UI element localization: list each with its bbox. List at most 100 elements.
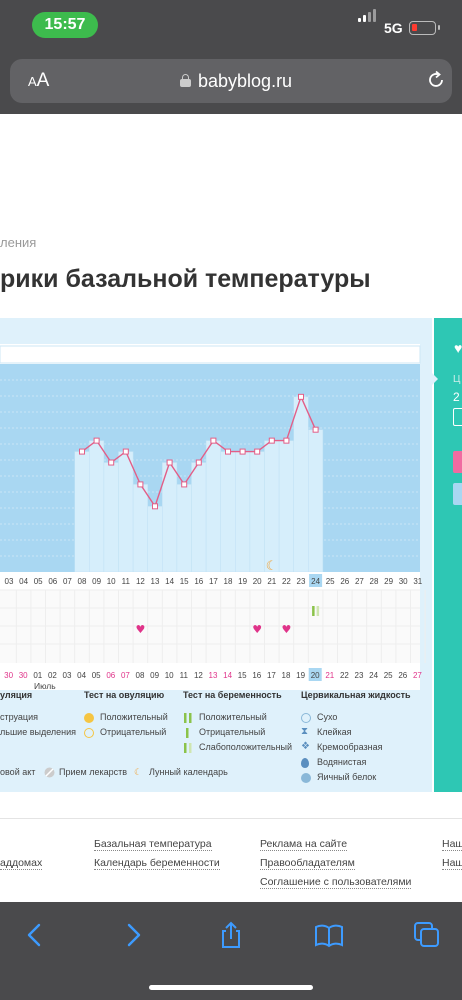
browser-header: AA babyblog.ru <box>0 50 462 114</box>
browser-toolbar <box>0 902 462 1000</box>
side-pink-button[interactable] <box>453 451 462 473</box>
x-tick-label: 03 <box>5 577 14 586</box>
bar <box>293 396 309 573</box>
footer-link[interactable]: Реклама на сайте <box>260 838 348 851</box>
legend-item: Водянистая <box>301 755 411 770</box>
data-point <box>181 481 188 488</box>
x-tick-label: 20 <box>253 577 262 586</box>
x-tick-label: 25 <box>326 577 335 586</box>
heart-icon: ♥ <box>252 623 262 636</box>
x-tick-label: 24 <box>311 577 320 586</box>
footer-link[interactable]: Базальная температура <box>94 838 212 851</box>
text-size-button[interactable]: AA <box>28 70 50 91</box>
lock-icon <box>180 74 191 87</box>
x-tick-label: 05 <box>34 577 43 586</box>
legend-title: Цервикальная жидкость <box>301 690 411 700</box>
moon-icon: ☾ <box>134 767 143 777</box>
data-point <box>239 448 246 455</box>
side-label: Ц <box>453 374 461 385</box>
cycle-day-label: 16 <box>252 671 261 680</box>
cycle-day-label: 04 <box>77 671 86 680</box>
bar <box>235 451 251 573</box>
x-tick-label: 31 <box>413 577 422 586</box>
x-tick-label: 12 <box>136 577 145 586</box>
cycle-day-label: 24 <box>369 671 378 680</box>
legend-item: ❖ Кремообразная <box>301 741 383 753</box>
footer-link[interactable]: Соглашение с пользователями <box>260 876 412 889</box>
cycle-day-label: 17 <box>267 671 276 680</box>
legend-item: Отрицательный <box>84 725 168 740</box>
cycle-day-label: 10 <box>165 671 174 680</box>
medicine-icon <box>44 767 55 780</box>
x-tick-label: 07 <box>63 577 72 586</box>
legend-title: уляция <box>0 690 33 700</box>
bar <box>89 440 105 573</box>
url-text[interactable]: babyblog.ru <box>198 71 293 91</box>
bar <box>220 451 236 573</box>
data-point <box>108 459 115 466</box>
x-tick-label: 26 <box>340 577 349 586</box>
x-tick-label: 06 <box>48 577 57 586</box>
x-tick-label: 10 <box>107 577 116 586</box>
cycle-day-label: 25 <box>384 671 393 680</box>
side-value: 2 <box>453 390 460 404</box>
status-time: 15:57 <box>32 12 98 38</box>
x-tick-label: 23 <box>297 577 306 586</box>
legend-item: Отрицательный <box>183 725 292 740</box>
heart-icon: ♥ <box>281 623 291 636</box>
forward-icon[interactable] <box>118 920 148 950</box>
bar <box>205 440 221 573</box>
legend-pregnancy-test: Тест на беременность Положительный Отриц… <box>183 690 292 755</box>
footer: аддомах Базальная температура Календарь … <box>0 818 462 902</box>
share-icon[interactable] <box>216 920 246 950</box>
chart-header <box>0 345 421 364</box>
bookmarks-icon[interactable] <box>314 920 344 950</box>
footer-link[interactable]: Календарь беременности <box>94 857 220 870</box>
cycle-day-label: 12 <box>194 671 203 680</box>
cycle-day-label: 08 <box>136 671 145 680</box>
legend-item: Яичный белок <box>301 770 411 785</box>
x-tick-label: 08 <box>78 577 87 586</box>
footer-link[interactable]: аддомах <box>0 857 43 870</box>
legend-item: струация <box>0 712 38 722</box>
cycle-day-label: 14 <box>223 671 232 680</box>
cycle-day-label: 30 <box>19 671 28 680</box>
x-tick-label: 04 <box>19 577 28 586</box>
bar <box>132 484 148 573</box>
footer-link[interactable]: Наш <box>442 838 462 851</box>
back-icon[interactable] <box>20 920 50 950</box>
x-tick-label: 16 <box>194 577 203 586</box>
moon-icon: ☾ <box>266 559 278 574</box>
reload-icon[interactable] <box>426 70 446 90</box>
month-label: Июль <box>34 681 56 690</box>
heart-icon[interactable]: ♥ <box>454 340 462 356</box>
side-input[interactable] <box>453 408 462 426</box>
cycle-day-label: 03 <box>63 671 72 680</box>
cycle-day-label: 19 <box>296 671 305 680</box>
footer-link[interactable]: Правообладателям <box>260 857 355 870</box>
bar <box>249 451 265 573</box>
x-tick-label: 28 <box>370 577 379 586</box>
breadcrumb[interactable]: ления <box>0 235 37 250</box>
address-bar[interactable]: AA babyblog.ru <box>10 59 452 103</box>
x-tick-label: 19 <box>238 577 247 586</box>
cycle-day-label: 01 <box>33 671 42 680</box>
legend-title: Тест на беременность <box>183 690 282 700</box>
bar <box>74 451 90 573</box>
tabs-icon[interactable] <box>412 920 442 950</box>
x-tick-label: 29 <box>384 577 393 586</box>
cycle-day-label: 15 <box>238 671 247 680</box>
bar <box>118 451 134 573</box>
data-point <box>268 437 275 444</box>
status-bar: 15:57 5G <box>0 0 462 50</box>
legend-item: льшие выделения <box>0 727 77 737</box>
side-blue-button[interactable] <box>453 483 462 505</box>
cycle-highlight-bg <box>308 668 322 681</box>
footer-link[interactable]: Наш <box>442 857 462 870</box>
cycle-day-label: 18 <box>282 671 291 680</box>
bbt-chart[interactable]: ☾ 03 04 05 06 07 08 09 10 11 12 13 14 15 16 17 18 19 20 21 2… <box>0 318 432 690</box>
data-point <box>254 448 261 455</box>
legend-item: Положительный <box>183 710 292 725</box>
legend-item: Лунный календарь <box>149 767 228 777</box>
bar <box>264 440 280 573</box>
